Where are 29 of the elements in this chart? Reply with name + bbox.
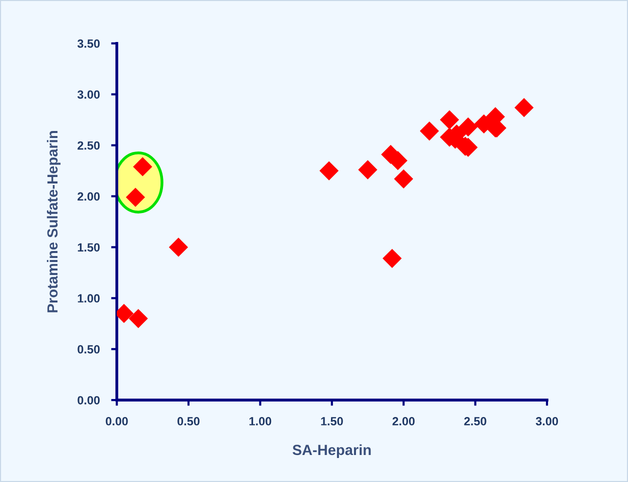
y-tick-label: 3.00 [77, 90, 100, 99]
x-tick-label: 2.00 [392, 417, 415, 426]
x-tick-label: 0.50 [177, 417, 200, 426]
y-tick-label: 1.50 [78, 243, 100, 252]
y-tick-label: 2.00 [78, 192, 100, 201]
point [126, 188, 146, 207]
point [440, 110, 460, 130]
point [420, 121, 439, 141]
point [382, 248, 402, 268]
y-tick-label: 2.50 [78, 141, 100, 150]
point [514, 98, 534, 118]
point [358, 160, 378, 180]
y-tick-label: 0.00 [78, 396, 100, 404]
point [458, 117, 478, 137]
point [168, 238, 188, 257]
point [394, 169, 414, 188]
x-tick-label: 0.00 [106, 417, 128, 426]
y-axis-title: Protamine Sulfate-Heparin [46, 131, 60, 312]
y-tick-label: 0.50 [78, 345, 100, 354]
y-tick-label: 1.00 [78, 294, 100, 303]
x-tick-label: 1.00 [249, 417, 272, 426]
x-tick-label: 3.00 [536, 417, 558, 426]
x-tick-label: 1.50 [321, 417, 343, 426]
x-axis-title: SA-Heparin [292, 444, 371, 458]
point [133, 157, 152, 176]
point [319, 161, 339, 180]
x-tick-label: 2.50 [464, 417, 486, 426]
y-tick-label: 3.50 [77, 39, 100, 48]
point [128, 308, 148, 328]
